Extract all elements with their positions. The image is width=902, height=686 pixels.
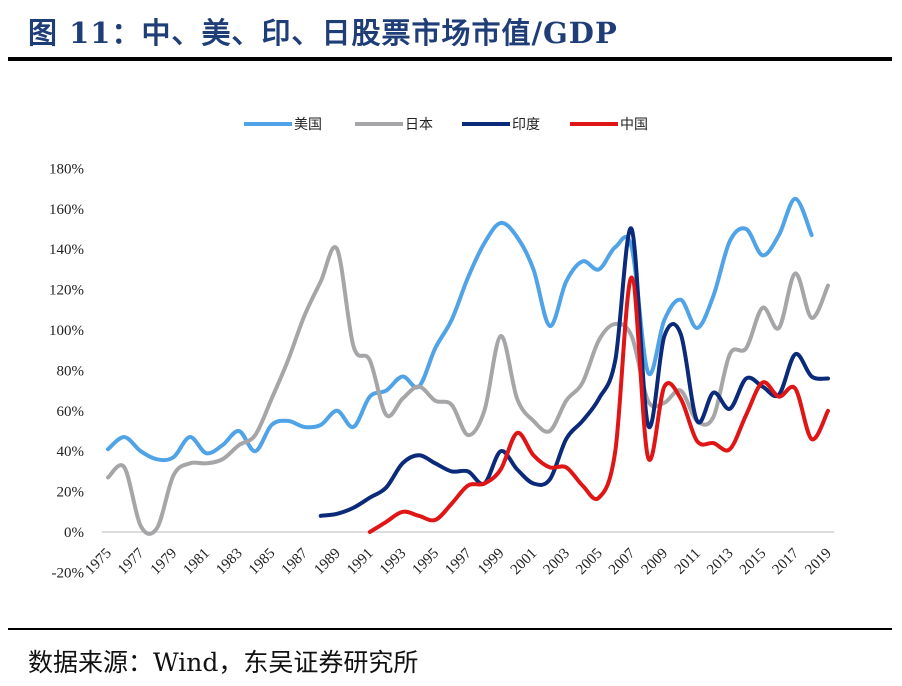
series-line-2 [318,226,830,518]
x-tick-label: 2013 [704,546,737,579]
chart-title: 图 11：中、美、印、日股票市场市值/GDP [28,16,618,50]
y-tick-label: 0% [64,525,84,541]
x-tick-label: 2009 [639,546,672,579]
legend-label: 美国 [294,117,322,133]
x-tick-label: 2011 [672,546,704,578]
series-lines [106,196,830,536]
title-divider [8,57,892,61]
source-divider [8,628,892,630]
x-tick-label: 2019 [802,546,835,579]
x-tick-label: 2007 [606,545,639,578]
x-tick-label: 1983 [213,546,246,579]
legend-item: 印度 [462,117,540,133]
series-line-3 [367,275,830,534]
source-note: 数据来源：Wind，东吴证券研究所 [28,648,419,677]
x-tick-label: 1987 [279,545,312,578]
x-tick-label: 1993 [377,546,410,579]
x-tick-label: 2015 [737,546,770,579]
x-tick-label: 2005 [573,546,606,579]
y-tick-label: 60% [57,404,85,420]
x-tick-label: 1991 [344,546,377,579]
x-tick-label: 2001 [508,546,541,579]
y-axis: -20% 0% 20% 40% 60% 80% 100% 120% 140% 160% 180% [49,161,84,581]
series-line-1 [106,245,830,536]
y-tick-label: -20% [52,565,85,581]
x-tick-label: 2017 [770,545,803,578]
x-tick-label: 2003 [540,546,573,579]
x-tick-label: 1975 [82,546,115,579]
x-tick-label: 1989 [311,546,344,579]
y-tick-label: 20% [57,485,85,501]
legend-label: 印度 [512,117,540,133]
y-tick-label: 120% [49,283,84,299]
y-tick-label: 40% [57,444,85,460]
legend-item: 日本 [355,117,433,133]
legend-label: 中国 [620,117,648,133]
legend: 美国 日本 印度 中国 [244,117,648,133]
y-tick-label: 160% [49,202,84,218]
x-tick-label: 1985 [246,546,279,579]
x-tick-label: 1999 [475,546,508,579]
y-tick-label: 140% [49,242,84,258]
x-tick-label: 1977 [115,545,148,578]
legend-item: 美国 [244,117,322,133]
legend-label: 日本 [405,117,433,133]
x-tick-label: 1979 [148,546,181,579]
x-tick-label: 1997 [442,545,475,578]
line-chart: -20% 0% 20% 40% 60% 80% 100% 120% 140% 160% 180% 1… [49,117,835,581]
x-axis: 1975 1977 1979 1981 1983 1985 1987 1989 1991 1993… [82,531,835,579]
series-line-0 [106,196,814,463]
x-tick-label: 1995 [410,546,443,579]
y-tick-label: 180% [49,161,84,177]
legend-item: 中国 [570,117,648,133]
y-tick-label: 100% [49,323,84,339]
y-tick-label: 80% [57,363,85,379]
x-tick-label: 1981 [180,546,213,579]
